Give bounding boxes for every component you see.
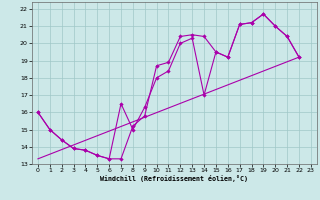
X-axis label: Windchill (Refroidissement éolien,°C): Windchill (Refroidissement éolien,°C)	[100, 175, 248, 182]
